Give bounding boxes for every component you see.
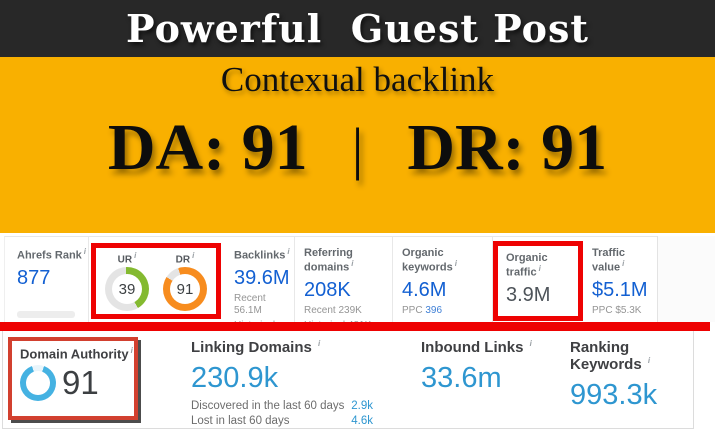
- linking-domains-detail: Discovered in the last 60 days 2.9k Lost…: [191, 399, 373, 429]
- info-icon: i: [192, 250, 195, 260]
- organic-keywords-ppc: PPC 396: [402, 304, 443, 316]
- ur-gauge: UR i 39: [105, 250, 149, 312]
- inbound-links-label: Inbound Links i: [421, 339, 532, 356]
- cropped-ui-chip: [17, 311, 75, 318]
- ur-label: UR i: [117, 250, 137, 266]
- metric-organic-traffic: Organic traffic i 3.9M: [493, 237, 583, 322]
- red-divider-band: [0, 322, 710, 331]
- metric-ur-dr: UR i 39 DR i 91: [89, 237, 225, 322]
- referring-domains-value: 208K: [304, 278, 351, 301]
- info-icon: i: [351, 259, 354, 268]
- organic-keywords-label: Organic keywords i: [402, 247, 457, 274]
- domain-authority-ring-chart: [20, 365, 56, 402]
- discovered-value: 2.9k: [351, 400, 373, 412]
- metrics-panel: Ahrefs Rank i 877 UR i 39 DR i 91: [4, 236, 657, 343]
- metric-traffic-value: Traffic value i $5.1M PPC $5.3K: [583, 237, 657, 322]
- discovered-label: Discovered in the last 60 days: [191, 400, 345, 412]
- dr-value: 91: [176, 280, 194, 298]
- info-icon: i: [134, 250, 137, 260]
- metric-ranking-keywords: Ranking Keywords i 993.3k: [570, 339, 693, 412]
- score-divider: |: [351, 115, 364, 181]
- ahrefs-rank-label: Ahrefs Rank i: [17, 247, 87, 262]
- subtitle: Contexual backlink: [220, 60, 495, 99]
- domain-authority-label: Domain Authority i: [20, 346, 133, 362]
- metrics-bar-right-filler: [657, 236, 715, 322]
- info-icon: i: [529, 339, 532, 348]
- info-icon: i: [647, 356, 651, 365]
- yellow-section: Contexual backlink DA: 91 | DR: 91: [0, 57, 715, 233]
- metric-organic-keywords: Organic keywords i 4.6M PPC 396: [393, 237, 493, 322]
- ahrefs-rank-value: 877: [17, 266, 51, 289]
- dr-gauge: DR i 91: [163, 250, 207, 312]
- dr-ring-chart: 91: [163, 267, 207, 312]
- metric-linking-domains: Linking Domains i 230.9k Discovered in t…: [191, 339, 373, 429]
- page-title: Powerful Guest Post: [126, 6, 589, 51]
- info-icon: i: [287, 247, 290, 256]
- organic-traffic-value: 3.9M: [506, 283, 551, 306]
- dr-score: DR: 91: [407, 111, 608, 184]
- referring-domains-recent: Recent 239K: [304, 304, 362, 316]
- info-icon: i: [130, 346, 133, 355]
- info-icon: i: [538, 264, 541, 273]
- ur-dr-highlight-box: UR i 39 DR i 91: [91, 243, 221, 319]
- metric-inbound-links: Inbound Links i 33.6m: [421, 339, 532, 395]
- list-item: Discovered in the last 60 days 2.9k: [191, 399, 373, 414]
- domain-authority-value: 91: [62, 364, 99, 402]
- organic-traffic-highlight-box: Organic traffic i 3.9M: [493, 241, 583, 321]
- ranking-keywords-value: 993.3k: [570, 379, 658, 411]
- header-banner: Powerful Guest Post: [0, 0, 715, 57]
- inbound-links-value: 33.6m: [421, 362, 502, 394]
- ppc-count: 396: [425, 304, 443, 316]
- traffic-value-value: $5.1M: [592, 278, 648, 301]
- dr-label: DR i: [175, 250, 195, 266]
- linking-domains-value: 230.9k: [191, 362, 279, 394]
- da-score: DA: 91: [107, 111, 308, 184]
- domain-authority-gauge: 91: [20, 364, 134, 402]
- da-dr-scores: DA: 91 | DR: 91: [0, 110, 715, 186]
- backlinks-value: 39.6M: [234, 266, 290, 289]
- backlinks-label: Backlinks i: [234, 247, 290, 262]
- linking-domains-label: Linking Domains i: [191, 339, 321, 356]
- list-item: Lost in last 60 days 4.6k: [191, 414, 373, 429]
- info-icon: i: [318, 339, 321, 348]
- moz-metrics-card: Domain Authority i 91 Linking Domains i 2…: [2, 331, 694, 429]
- referring-domains-label: Referring domains i: [304, 247, 354, 274]
- domain-authority-highlight-box: Domain Authority i 91: [8, 337, 138, 420]
- organic-keywords-value: 4.6M: [402, 278, 447, 301]
- info-icon: i: [454, 259, 457, 268]
- traffic-value-ppc: PPC $5.3K: [592, 304, 642, 316]
- info-icon: i: [83, 247, 87, 256]
- info-icon: i: [622, 259, 625, 268]
- organic-traffic-label: Organic traffic i: [506, 252, 548, 279]
- lost-label: Lost in last 60 days: [191, 415, 290, 427]
- traffic-value-label: Traffic value i: [592, 247, 626, 274]
- backlinks-recent: Recent 56.1M: [234, 292, 266, 316]
- ur-value: 39: [118, 280, 136, 298]
- metric-ahrefs-rank: Ahrefs Rank i 877: [5, 237, 89, 322]
- ahrefs-metrics-bar: Ahrefs Rank i 877 UR i 39 DR i 91: [0, 233, 715, 343]
- ranking-keywords-label: Ranking Keywords i: [570, 339, 651, 373]
- lost-value: 4.6k: [351, 415, 373, 427]
- ur-ring-chart: 39: [105, 267, 149, 312]
